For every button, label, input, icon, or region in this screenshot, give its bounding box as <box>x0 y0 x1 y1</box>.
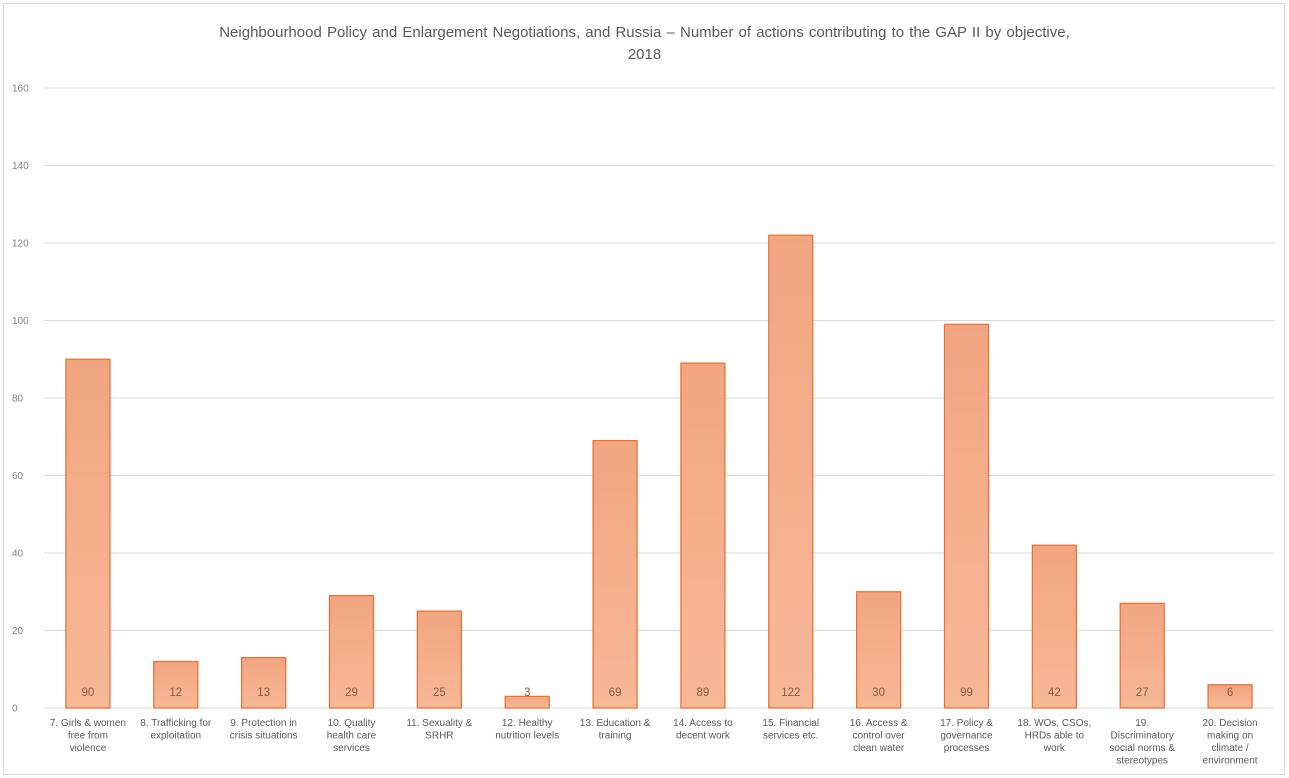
x-category-label: 11. Sexuality & SRHR <box>406 718 472 742</box>
y-tick-label: 100 <box>12 316 29 327</box>
x-axis-category-labels: 7. Girls & women free from violence 8. Traf… <box>50 718 1258 767</box>
data-label: 12 <box>169 687 182 699</box>
x-category-label: 16. Access & control over clean water <box>850 718 908 754</box>
x-category-label: 17. Policy & governance processes <box>940 718 993 754</box>
data-label: 42 <box>1048 687 1061 699</box>
x-category-label: 18. WOs, CSOs, HRDs able to work <box>1017 718 1091 754</box>
y-axis-tick-labels: 0 20 40 60 80 100 120 140 160 <box>12 84 29 715</box>
bar <box>593 441 637 708</box>
data-label: 90 <box>82 687 95 699</box>
data-label: 6 <box>1227 687 1233 699</box>
x-category-label: 19. Discriminatory social norms & stereotyp… <box>1109 718 1175 767</box>
data-label: 25 <box>433 687 446 699</box>
x-category-label: 12. Healthy nutrition levels <box>495 718 559 742</box>
data-label: 69 <box>609 687 622 699</box>
bar <box>66 359 110 708</box>
y-tick-label: 120 <box>12 239 29 250</box>
y-tick-label: 40 <box>12 549 24 560</box>
x-category-label: 20. Decision making on climate / environmen… <box>1203 718 1258 767</box>
x-category-label: 13. Education & training <box>580 718 651 742</box>
bar <box>1032 545 1076 708</box>
x-category-label: 14. Access to decent work <box>673 718 733 742</box>
gridlines <box>44 88 1274 708</box>
x-category-label: 9. Protection in crisis situations <box>230 718 298 742</box>
data-label: 29 <box>345 687 358 699</box>
data-label: 122 <box>781 687 800 699</box>
y-tick-label: 60 <box>12 471 24 482</box>
x-category-label: 10. Quality health care services <box>327 718 377 754</box>
data-label: 27 <box>1136 687 1149 699</box>
y-tick-label: 160 <box>12 84 29 95</box>
y-tick-label: 0 <box>12 704 18 715</box>
bar <box>945 324 989 708</box>
data-label: 30 <box>872 687 885 699</box>
bars <box>66 235 1252 708</box>
x-category-label: 8. Trafficking for exploitation <box>140 718 212 742</box>
y-tick-label: 20 <box>12 626 24 637</box>
x-category-label: 15. Financial services etc. <box>762 718 819 742</box>
data-label: 99 <box>960 687 973 699</box>
x-category-label: 7. Girls & women free from violence <box>50 718 126 754</box>
data-label: 3 <box>524 687 530 699</box>
y-tick-label: 140 <box>12 161 29 172</box>
data-label: 13 <box>257 687 270 699</box>
bar <box>681 363 725 708</box>
y-tick-label: 80 <box>12 394 24 405</box>
data-label: 89 <box>697 687 710 699</box>
bar <box>769 235 813 708</box>
bar <box>242 658 286 708</box>
bar <box>154 662 198 709</box>
